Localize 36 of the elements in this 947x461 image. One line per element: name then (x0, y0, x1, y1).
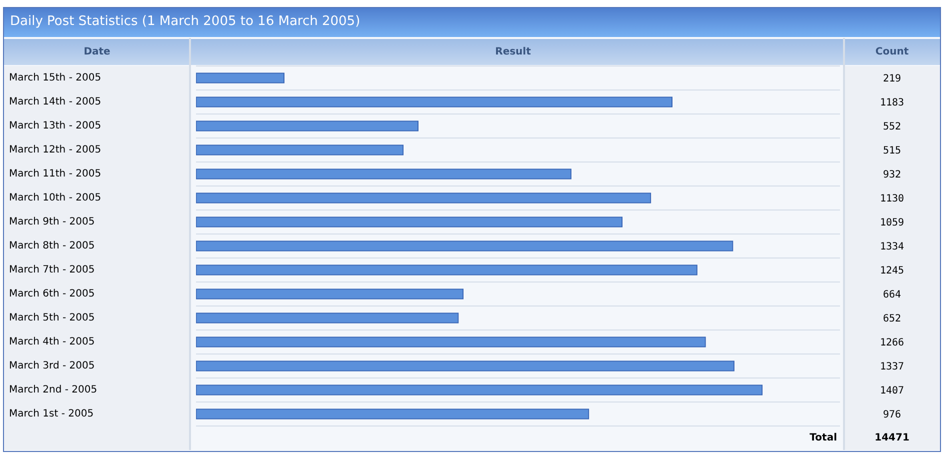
y-tick-label: March 9th - 2005 (9, 216, 95, 228)
data-label: 652 (882, 314, 902, 325)
data-label: 1266 (880, 338, 904, 349)
text: 14471 (874, 432, 910, 444)
text: Total (810, 432, 837, 444)
y-tick-label: March 2nd - 2005 (9, 384, 98, 396)
y-tick-label: March 11th - 2005 (9, 168, 102, 180)
data-label: 1130 (880, 194, 904, 205)
data-label: 1183 (880, 98, 904, 109)
data-label: 1337 (880, 362, 904, 373)
data-label: 1059 (880, 218, 904, 229)
chart-title: Daily Post Statistics (1 March 2005 to 16 March 2005) (10, 14, 360, 29)
y-tick-label: March 7th - 2005 (9, 264, 95, 276)
y-tick-label: March 8th - 2005 (9, 240, 95, 252)
y-tick-label: March 14th - 2005 (9, 96, 102, 108)
y-tick-label: March 1st - 2005 (9, 408, 94, 420)
data-label: 1407 (880, 386, 904, 397)
data-label: 219 (882, 74, 902, 85)
y-tick-label: March 10th - 2005 (9, 192, 102, 204)
y-tick-label: March 3rd - 2005 (9, 360, 95, 372)
data-label: 552 (882, 122, 902, 133)
y-tick-label: March 5th - 2005 (9, 312, 95, 324)
y-tick-label: March 6th - 2005 (9, 288, 95, 300)
x-axis-title: Result (495, 46, 532, 58)
data-label: 1334 (880, 242, 904, 253)
y-axis-title: Date (84, 46, 111, 58)
y-tick-label: March 13th - 2005 (9, 120, 102, 132)
data-label: 1245 (880, 266, 904, 277)
data-label: 664 (882, 290, 902, 301)
text: Count (875, 46, 909, 58)
y-tick-label: March 15th - 2005 (9, 72, 102, 84)
y-tick-label: March 4th - 2005 (9, 336, 95, 348)
data-label: 515 (882, 146, 902, 157)
data-label: 932 (882, 170, 902, 181)
data-label: 976 (882, 410, 902, 421)
y-tick-label: March 12th - 2005 (9, 144, 102, 156)
